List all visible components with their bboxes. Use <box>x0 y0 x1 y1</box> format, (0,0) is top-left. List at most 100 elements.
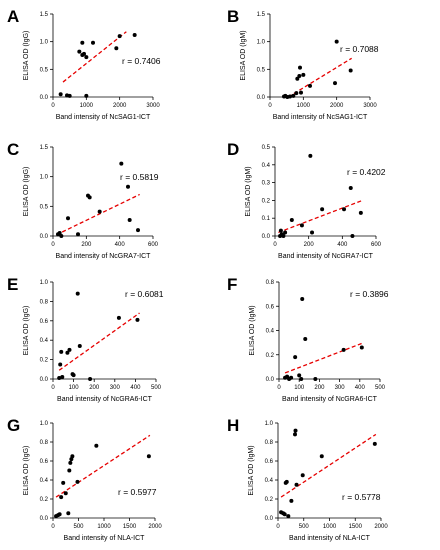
data-point-f <box>313 377 318 381</box>
data-point-e <box>67 347 72 352</box>
data-point-a <box>80 40 85 45</box>
y-tick-label-h: 0.6 <box>265 459 274 465</box>
data-point-f <box>289 375 294 380</box>
x-tick-label-g: 0 <box>51 524 55 530</box>
y-axis-title-g: ELISA OD (IgG) <box>23 446 30 496</box>
data-point-b <box>294 91 299 96</box>
x-tick-label-e: 0 <box>51 385 55 391</box>
x-tick-label-b: 3000 <box>363 103 377 109</box>
data-point-c <box>136 228 140 233</box>
y-tick-label-h: 0.0 <box>265 516 274 522</box>
x-tick-label-g: 500 <box>73 524 84 530</box>
y-tick-label-g: 0.8 <box>40 440 49 446</box>
data-point-c <box>127 217 132 222</box>
x-tick-label-d: 600 <box>371 242 382 248</box>
correlation-label-c: r = 0.5819 <box>120 172 159 182</box>
trend-line-a <box>62 31 127 83</box>
data-point-h <box>282 512 287 517</box>
data-point-c <box>87 195 92 200</box>
y-tick-label-b: 0.5 <box>257 67 266 73</box>
panel-g: G 0.0 0.2 0.4 0.6 0.8 1.0 0 500 1000 1500 2000Band … <box>7 416 162 542</box>
y-axis-title-d: ELISA OD (IgM) <box>245 166 252 216</box>
x-tick-label-d: 0 <box>273 242 277 248</box>
trend-line-g <box>55 434 151 498</box>
x-axis-title-g: Band intensity of NLA-ICT <box>64 535 146 542</box>
x-tick-label-f: 100 <box>294 385 305 391</box>
x-tick-label-d: 200 <box>304 242 315 248</box>
y-tick-label-d: 0.5 <box>262 145 271 151</box>
y-tick-label-c: 0.0 <box>40 234 49 240</box>
data-point-e <box>116 315 121 320</box>
data-point-g <box>68 460 73 465</box>
y-tick-label-b: 1.0 <box>257 40 266 46</box>
x-tick-label-h: 1500 <box>349 524 363 530</box>
x-tick-label-h: 1000 <box>323 524 337 530</box>
correlation-label-e: r = 0.6081 <box>125 289 164 299</box>
x-tick-label-h: 2000 <box>374 524 388 530</box>
x-tick-label-b: 0 <box>268 103 272 109</box>
y-tick-label-f: 0.8 <box>266 280 275 286</box>
panel-letter-d: D <box>227 140 239 159</box>
data-point-g <box>75 479 80 484</box>
panel-letter-b: B <box>227 7 239 26</box>
data-point-e <box>65 350 70 355</box>
y-tick-label-f: 0.4 <box>266 329 275 335</box>
x-axis-title-h: Band intensity of NLA-ICT <box>289 535 371 542</box>
y-tick-label-g: 1.0 <box>40 421 49 427</box>
y-tick-label-h: 0.4 <box>265 478 274 484</box>
y-tick-label-a: 1.5 <box>40 12 49 18</box>
data-point-d <box>281 234 286 238</box>
data-point-g <box>61 480 66 485</box>
data-point-e <box>58 362 63 367</box>
panel-letter-f: F <box>227 275 237 294</box>
correlation-label-a: r = 0.7406 <box>122 56 161 66</box>
x-tick-label-a: 1000 <box>80 103 94 109</box>
trend-line-b <box>287 57 353 98</box>
y-tick-label-e: 0.8 <box>40 299 49 305</box>
trend-line-c <box>56 193 140 236</box>
y-tick-label-b: 0.0 <box>257 95 266 101</box>
data-point-e <box>60 375 65 380</box>
data-point-h <box>319 454 324 459</box>
x-tick-label-f: 500 <box>375 385 386 391</box>
y-axis-title-h: ELISA OD (IgM) <box>248 445 255 495</box>
y-tick-label-h: 1.0 <box>265 421 274 427</box>
data-point-b <box>297 73 302 78</box>
y-tick-label-c: 1.0 <box>40 175 49 181</box>
y-tick-label-d: 0.2 <box>262 198 271 204</box>
data-point-c <box>119 161 124 166</box>
x-tick-label-g: 2000 <box>148 524 162 530</box>
x-tick-label-c: 600 <box>148 242 159 248</box>
data-point-g <box>63 491 68 496</box>
y-tick-label-f: 0.0 <box>266 377 275 383</box>
data-point-a <box>82 51 86 56</box>
y-tick-label-a: 1.0 <box>40 40 49 46</box>
y-tick-label-g: 0.6 <box>40 459 49 465</box>
data-point-c <box>57 231 62 236</box>
data-point-c <box>126 184 130 189</box>
x-tick-label-c: 400 <box>115 242 126 248</box>
x-tick-label-f: 300 <box>335 385 346 391</box>
y-tick-label-e: 0.4 <box>40 338 49 344</box>
y-axis-title-f: ELISA OD (IgM) <box>249 305 256 355</box>
data-point-a <box>132 33 137 38</box>
x-tick-label-b: 1000 <box>297 103 311 109</box>
data-point-d <box>350 234 355 238</box>
data-point-h <box>294 482 299 487</box>
panel-a: A 0.0 0.5 1.0 1.5 0 1000 2000 3000 Band intensity… <box>7 7 161 121</box>
x-axis-title-c: Band intensity of NcGRA7-ICT <box>56 253 152 260</box>
y-tick-label-d: 0.0 <box>262 234 271 240</box>
correlation-label-f: r = 0.3896 <box>350 289 389 299</box>
x-tick-label-e: 300 <box>110 385 121 391</box>
data-point-e <box>75 291 80 296</box>
y-tick-label-e: 0.2 <box>40 358 49 364</box>
x-tick-label-a: 0 <box>51 103 55 109</box>
y-axis-title-c: ELISA OD (IgG) <box>23 167 30 217</box>
data-point-c <box>76 232 80 237</box>
data-point-h <box>372 441 377 446</box>
x-tick-label-f: 0 <box>277 385 281 391</box>
data-point-b <box>301 72 306 77</box>
data-point-c <box>59 234 64 238</box>
data-point-f <box>359 345 364 350</box>
x-tick-label-a: 2000 <box>113 103 127 109</box>
